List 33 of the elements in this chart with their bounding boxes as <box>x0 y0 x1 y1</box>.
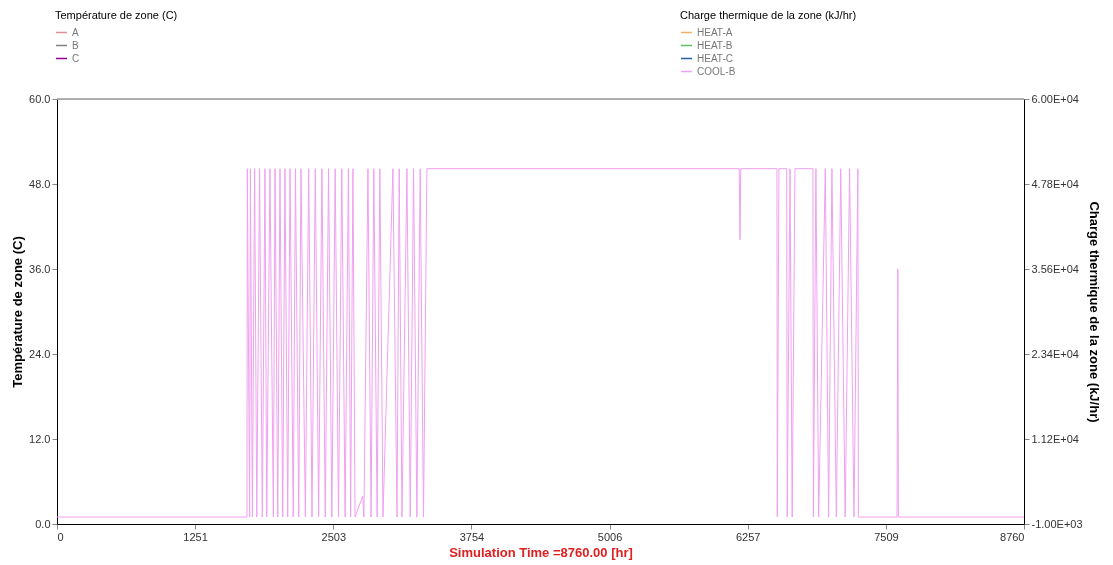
y2-tick-label: 2.34E+04 <box>1031 347 1079 360</box>
text: Température de zone (C) <box>55 9 178 21</box>
legend-label: HEAT-C <box>697 52 733 64</box>
x-tick-label: 5006 <box>597 530 623 543</box>
legend-label: HEAT-A <box>697 26 733 38</box>
x-tick-label: 2503 <box>321 530 347 543</box>
legend-label: C <box>72 52 80 64</box>
x-tick-label: 3754 <box>459 530 485 543</box>
y-tick-label: 36.0 <box>29 262 51 275</box>
y-tick-label: 48.0 <box>29 177 51 190</box>
line-series <box>56 168 1025 518</box>
y2-tick-label: 3.56E+04 <box>1031 262 1079 275</box>
y2-tick-label: 1.12E+04 <box>1031 432 1079 445</box>
y-tick-label: 0.0 <box>35 517 51 530</box>
x-tick-label: 8760 <box>1000 530 1025 543</box>
legend-label: COOL-B <box>697 65 736 77</box>
x-axis-title: Simulation Time =8760.00 [hr] <box>449 544 633 560</box>
x-tick-label: 0 <box>57 530 64 543</box>
y-tick-label: 24.0 <box>29 347 51 360</box>
x-tick-label: 7509 <box>874 530 899 543</box>
legend-label: B <box>72 39 79 51</box>
y-tick-label: 12.0 <box>29 432 51 445</box>
y2-tick-label: 6.00E+04 <box>1031 92 1079 105</box>
legend-label: A <box>72 26 79 38</box>
y2-tick-label: -1.00E+03 <box>1031 517 1083 530</box>
x-tick-label: 6257 <box>735 530 761 543</box>
y-axis-title: Température de zone (C) <box>10 236 26 388</box>
y-tick-label: 60.0 <box>29 92 51 105</box>
y2-axis-title: Charge thermique de la zone (kJ/hr) <box>1086 201 1102 423</box>
y2-tick-label: 4.78E+04 <box>1031 177 1079 190</box>
text: Charge thermique de la zone (kJ/hr) <box>680 9 857 21</box>
x-tick-label: 1251 <box>183 530 208 543</box>
legend-label: HEAT-B <box>697 39 733 51</box>
